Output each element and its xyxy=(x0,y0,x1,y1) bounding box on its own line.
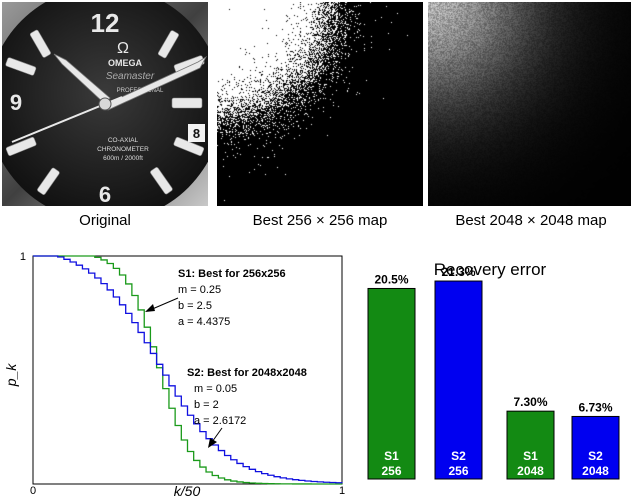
annotation-s2-m: m = 0.05 xyxy=(194,383,237,395)
map-2048-canvas xyxy=(428,2,631,206)
date-value: 8 xyxy=(193,126,200,141)
numeral-6: 6 xyxy=(99,182,111,206)
bar-size-label-3: 2048 xyxy=(517,464,544,478)
annotation-s2-b: b = 2 xyxy=(194,399,219,411)
plot-frame xyxy=(32,255,343,485)
marker-4 xyxy=(173,136,205,156)
bar-chart-title: Recovery error xyxy=(434,260,547,279)
best-256-map-image xyxy=(217,2,423,206)
caption-best-2048: Best 2048 × 2048 map xyxy=(455,212,607,229)
bar-value-label-1: 20.5% xyxy=(374,272,408,286)
numeral-12: 12 xyxy=(91,8,120,38)
marker-11 xyxy=(29,29,51,58)
bar-3 xyxy=(506,410,555,480)
annotation-s1: S1: Best for 256x256 m = 0.25 b = 2.5 a … xyxy=(145,268,286,328)
coaxial-text: CO-AXIAL xyxy=(108,137,139,144)
bar-series-label-3: S1 xyxy=(523,449,538,463)
model-text: Seamaster xyxy=(106,71,155,82)
annotation-s2-arrowhead xyxy=(208,438,217,448)
annotation-s1-b: b = 2.5 xyxy=(178,300,212,312)
x-tick-1: 1 xyxy=(339,485,345,497)
annotation-s1-arrow xyxy=(149,297,179,311)
annotation-s2-title: S2: Best for 2048x2048 xyxy=(187,367,307,379)
annotation-s2-arrow xyxy=(211,427,223,443)
marker-7 xyxy=(37,167,60,195)
annotation-s2-a: a = 2.6172 xyxy=(194,415,246,427)
y-tick-1: 1 xyxy=(20,251,26,263)
bar-size-label-2: 256 xyxy=(448,464,468,478)
numeral-9: 9 xyxy=(10,90,22,115)
best-2048-map-image xyxy=(428,2,631,206)
hour-markers xyxy=(5,29,205,195)
bar-series-label-2: S2 xyxy=(451,449,466,463)
bar-size-label-1: 256 xyxy=(381,464,401,478)
marker-1 xyxy=(157,30,179,59)
marker-8 xyxy=(5,136,37,156)
marker-3 xyxy=(171,97,203,109)
bar-2 xyxy=(434,280,483,480)
bar-value-label-3: 7.30% xyxy=(513,395,547,409)
caption-best-256: Best 256 × 256 map xyxy=(252,212,388,229)
original-watch-image: 12 9 6 8 Ω OMEGA Seamaster PROFESSIONAL … xyxy=(2,2,208,206)
caption-original: Original xyxy=(79,212,131,229)
bar-value-label-2: 21.3% xyxy=(441,265,475,279)
bar-value-label-4: 6.73% xyxy=(578,400,612,414)
x-axis-label: k/50 xyxy=(174,483,201,499)
depth-text: 600m / 2000ft xyxy=(103,155,143,162)
omega-symbol: Ω xyxy=(117,40,129,57)
y-axis-label: p_k xyxy=(3,363,19,388)
hour-hand xyxy=(53,53,111,105)
chronometer-text: CHRONOMETER xyxy=(97,146,149,153)
annotation-s1-title: S1: Best for 256x256 xyxy=(178,268,286,280)
bar-1 xyxy=(367,287,416,480)
series-line-1 xyxy=(33,255,343,485)
series-layer xyxy=(33,255,343,485)
bar-layer: 20.5%S125621.3%S22567.30%S120486.73%S220… xyxy=(367,265,620,480)
marker-5 xyxy=(150,167,173,195)
hand-center xyxy=(98,97,112,111)
bar-series-label-1: S1 xyxy=(384,449,399,463)
probability-plot: 0 1 1 k/50 p_k S1: Best for 256x256 m = … xyxy=(3,251,345,499)
annotation-s1-m: m = 0.25 xyxy=(178,284,221,296)
bar-4 xyxy=(571,415,620,480)
bar-size-label-4: 2048 xyxy=(582,464,609,478)
brand-text: OMEGA xyxy=(108,58,143,68)
x-tick-0: 0 xyxy=(30,485,36,497)
marker-10 xyxy=(5,57,37,76)
watch-face: 12 9 6 8 Ω OMEGA Seamaster PROFESSIONAL … xyxy=(2,2,208,206)
date-window xyxy=(188,124,205,142)
bar-series-label-4: S2 xyxy=(588,449,603,463)
recovery-error-chart: Recovery error 20.5%S125621.3%S22567.30%… xyxy=(367,260,620,480)
series-line-2 xyxy=(33,255,343,484)
map-256-canvas xyxy=(217,2,423,206)
watch-hands xyxy=(11,53,208,143)
annotation-s2: S2: Best for 2048x2048 m = 0.05 b = 2 a … xyxy=(187,367,307,448)
annotation-s1-a: a = 4.4375 xyxy=(178,316,230,328)
annotation-s1-arrowhead xyxy=(145,304,155,312)
